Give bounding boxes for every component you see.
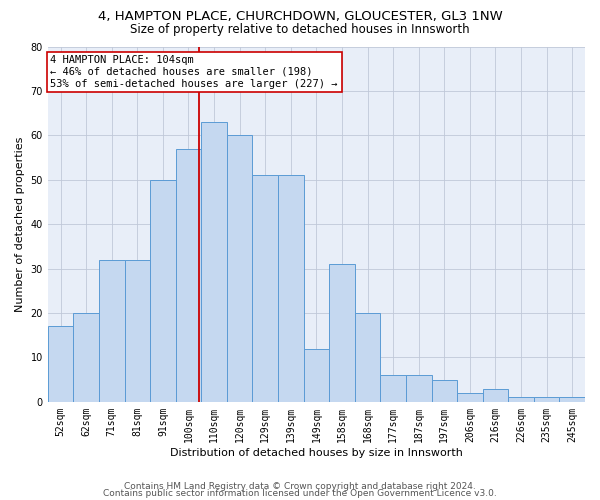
Bar [99,260,125,402]
Bar [329,264,355,402]
Text: 4, HAMPTON PLACE, CHURCHDOWN, GLOUCESTER, GL3 1NW: 4, HAMPTON PLACE, CHURCHDOWN, GLOUCESTER… [98,10,502,23]
Text: 4 HAMPTON PLACE: 104sqm
← 46% of detached houses are smaller (198)
53% of semi-d: 4 HAMPTON PLACE: 104sqm ← 46% of detache… [50,56,338,88]
Bar [406,375,431,402]
Bar [176,148,201,402]
Bar [48,326,73,402]
Bar [534,398,559,402]
Bar [227,136,253,402]
Bar [201,122,227,402]
Bar [508,398,534,402]
Bar [73,313,99,402]
Bar [559,398,585,402]
Bar [278,176,304,402]
Bar [380,375,406,402]
Bar [125,260,150,402]
Bar [253,176,278,402]
Text: Contains public sector information licensed under the Open Government Licence v3: Contains public sector information licen… [103,489,497,498]
Bar [304,348,329,402]
Bar [150,180,176,402]
Bar [457,393,482,402]
Y-axis label: Number of detached properties: Number of detached properties [15,136,25,312]
X-axis label: Distribution of detached houses by size in Innsworth: Distribution of detached houses by size … [170,448,463,458]
Text: Size of property relative to detached houses in Innsworth: Size of property relative to detached ho… [130,22,470,36]
Bar [355,313,380,402]
Text: Contains HM Land Registry data © Crown copyright and database right 2024.: Contains HM Land Registry data © Crown c… [124,482,476,491]
Bar [482,388,508,402]
Bar [431,380,457,402]
